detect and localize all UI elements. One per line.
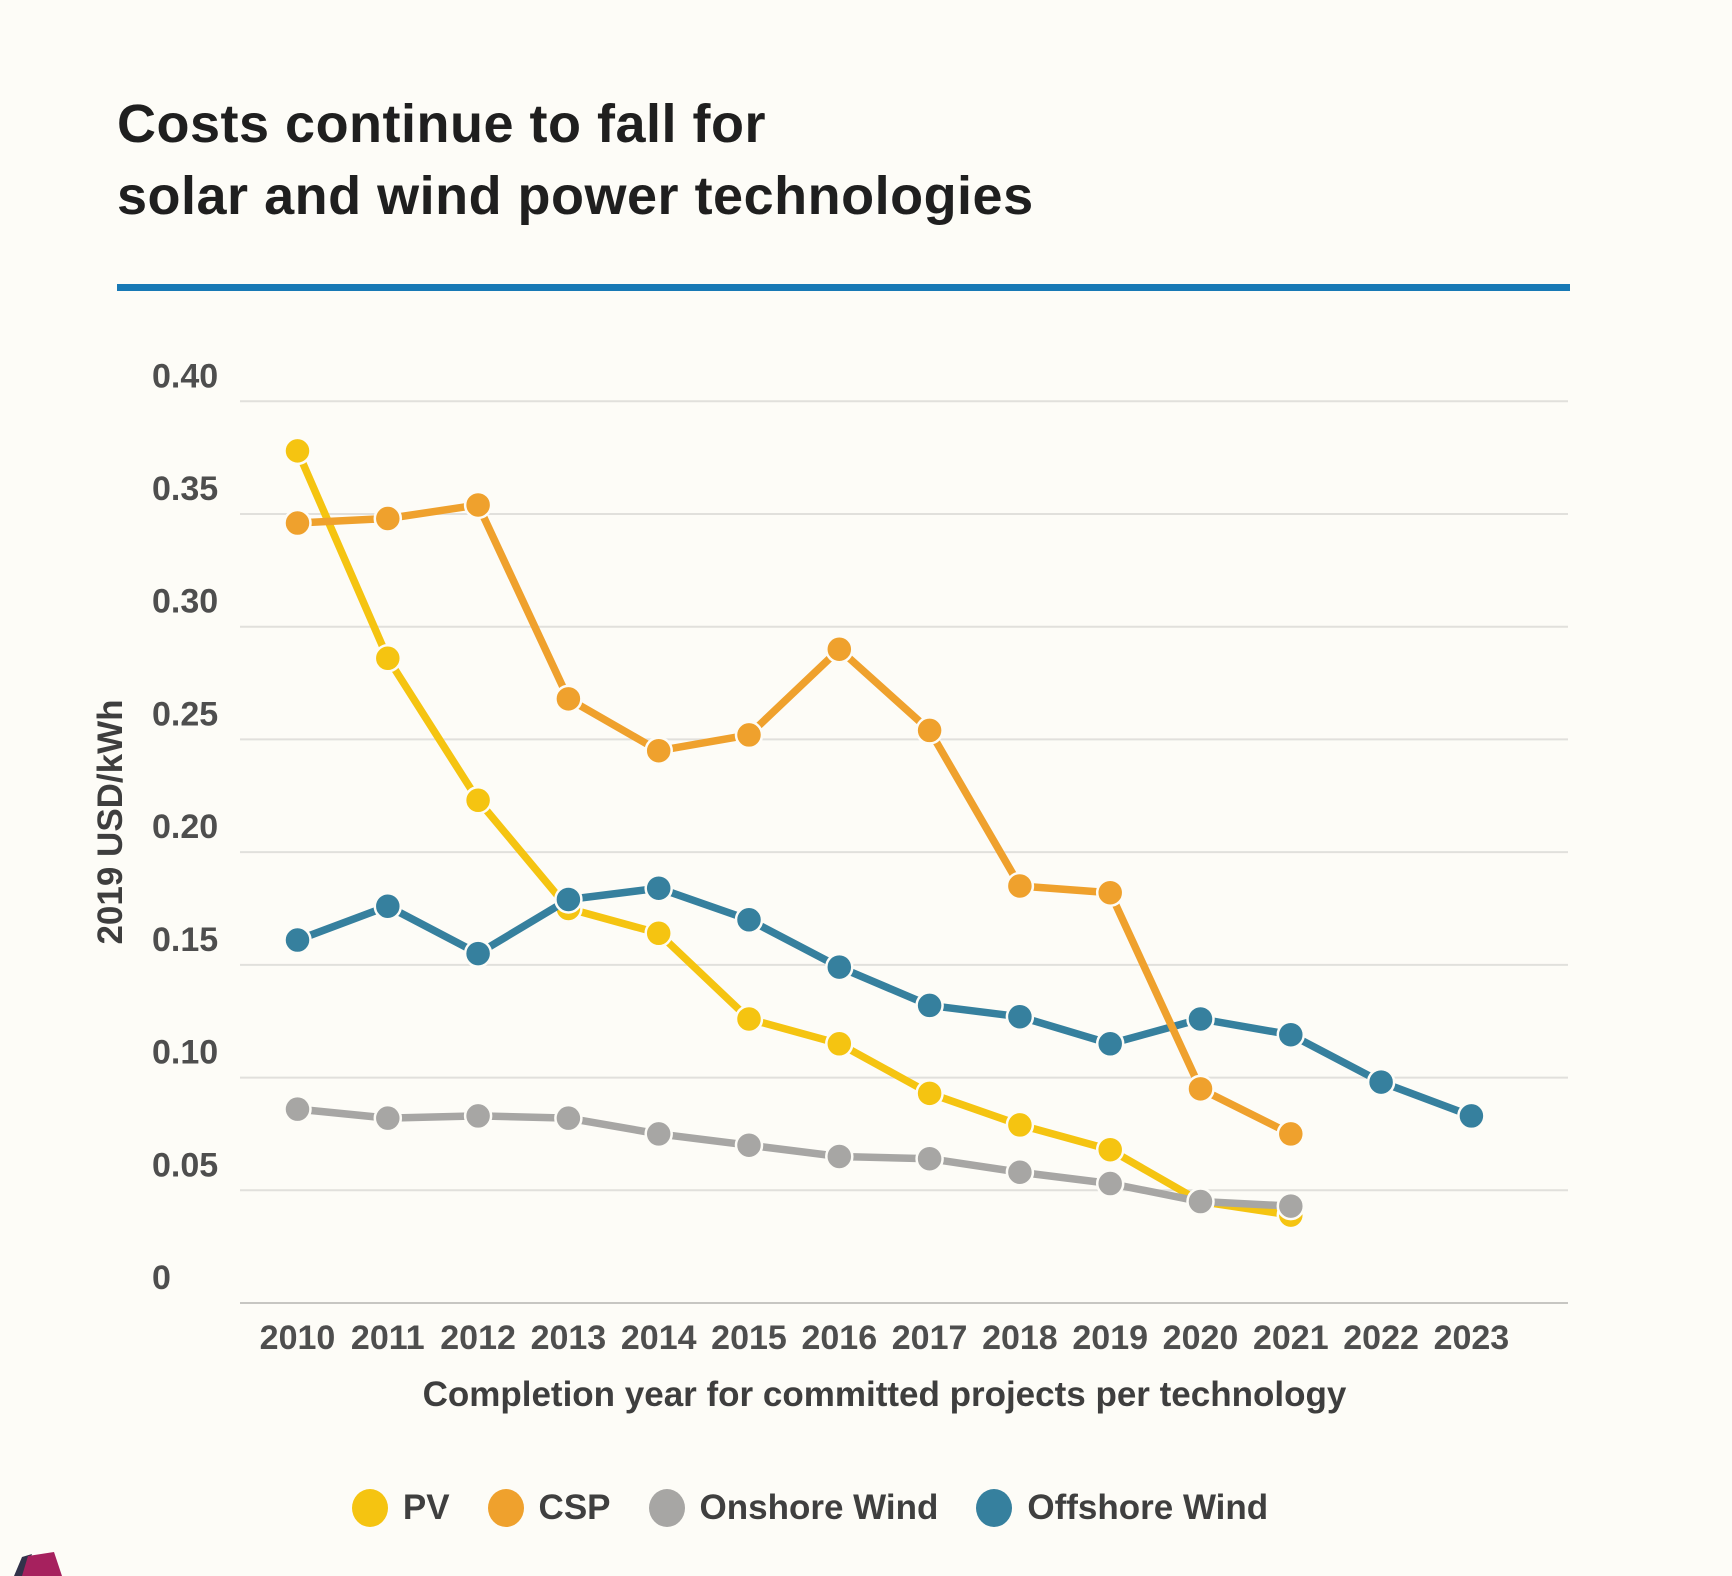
legend-item-csp: CSP [487,1488,611,1528]
data-point-offshore-wind [734,905,764,935]
data-point-pv [373,644,403,673]
data-point-offshore-wind [1095,1029,1125,1059]
data-point-onshore-wind [1276,1191,1306,1221]
legend-item-pv: PV [351,1488,450,1528]
chart-legend: PV CSP Onshore Wind Offshore Wind [0,1488,1620,1528]
page-title-line2: solar and wind power technologies [117,166,1034,226]
data-point-pv [1095,1135,1125,1164]
y-tick-label: 0.10 [152,1034,218,1072]
data-point-pv [915,1079,944,1108]
series-line-csp [293,501,1295,1138]
data-point-csp [463,490,493,520]
data-point-onshore-wind [1186,1187,1215,1216]
x-tick-label: 2015 [711,1319,787,1357]
data-point-onshore-wind [1005,1158,1035,1187]
data-point-csp [1276,1119,1306,1149]
data-point-pv [825,1029,854,1059]
data-point-offshore-wind [644,873,673,903]
y-tick-label: 0 [152,1259,171,1297]
legend-label-csp: CSP [538,1488,611,1527]
data-point-csp [373,504,403,533]
x-tick-label: 2010 [260,1319,336,1357]
x-axis-title: Completion year for committed projects p… [423,1375,1347,1414]
data-point-pv [463,786,493,815]
data-point-onshore-wind [1095,1169,1125,1198]
y-tick-label: 0.15 [152,921,218,959]
data-point-onshore-wind [825,1142,854,1171]
data-point-csp [734,720,764,750]
data-point-pv [734,1004,764,1034]
x-tick-label: 2016 [801,1319,877,1357]
data-point-csp [1186,1074,1215,1104]
series-line-offshore-wind [293,884,1476,1120]
y-tick-label: 0.40 [152,357,218,395]
x-tick-label: 2021 [1253,1319,1329,1357]
data-point-csp [1005,871,1035,901]
data-point-csp [644,736,673,765]
data-point-offshore-wind [1366,1067,1396,1097]
series-line-onshore-wind [293,1105,1295,1210]
page-title: Costs continue to fall for solar and win… [117,88,1417,232]
data-point-pv [644,919,673,948]
data-point-pv [283,436,312,466]
corner-logo-main-shape [22,1552,62,1576]
data-point-csp [554,684,583,714]
corner-logo [14,1552,62,1576]
data-point-offshore-wind [1276,1020,1306,1049]
data-point-offshore-wind [915,991,944,1020]
x-tick-label: 2012 [440,1319,516,1357]
legend-item-offshore-wind: Offshore Wind [976,1488,1268,1528]
x-tick-label: 2022 [1343,1319,1419,1357]
data-point-onshore-wind [463,1101,493,1131]
data-point-offshore-wind [825,952,854,982]
legend-item-onshore-wind: Onshore Wind [648,1488,939,1528]
data-point-offshore-wind [554,885,583,914]
data-point-onshore-wind [644,1119,673,1149]
legend-label-pv: PV [402,1488,450,1527]
page-title-line1: Costs continue to fall for [117,94,767,154]
data-point-onshore-wind [554,1103,583,1133]
y-tick-label: 0.05 [152,1146,218,1184]
y-axis-title: 2019 USD/kWh [91,699,130,944]
data-point-csp [825,635,854,664]
data-point-csp [915,716,944,745]
x-tick-label: 2017 [892,1319,968,1357]
title-underline [117,284,1570,291]
data-point-offshore-wind [1457,1101,1486,1131]
data-point-offshore-wind [463,939,493,968]
data-point-offshore-wind [1005,1002,1035,1031]
cost-line-chart: 0.40 0.35 0.30 0.25 0.20 0.15 0.10 0.05 0 2010 201… [91,357,1568,1414]
data-point-csp [1095,878,1125,907]
data-point-onshore-wind [915,1144,944,1173]
legend-label-offshore-wind: Offshore Wind [1027,1488,1269,1527]
x-tick-label: 2023 [1434,1319,1510,1357]
data-point-offshore-wind [283,925,312,955]
x-tick-label: 2011 [351,1319,425,1357]
x-tick-label: 2019 [1072,1319,1148,1357]
data-point-offshore-wind [1186,1004,1215,1034]
legend-dot-onshore-wind-icon [648,1489,685,1527]
data-point-onshore-wind [283,1094,312,1124]
y-tick-label: 0.20 [152,808,218,846]
x-tick-label: 2020 [1163,1319,1239,1357]
legend-dot-offshore-wind-icon [976,1489,1013,1527]
legend-dot-csp-icon [487,1489,524,1527]
legend-dot-pv-icon [351,1489,388,1527]
y-tick-label: 0.30 [152,583,218,621]
data-point-onshore-wind [373,1103,403,1133]
x-tick-label: 2014 [621,1319,697,1357]
data-point-pv [1005,1110,1035,1140]
y-tick-label: 0.35 [152,470,218,508]
series-line-pv [293,447,1295,1219]
data-point-offshore-wind [373,891,403,921]
data-point-onshore-wind [734,1130,764,1160]
data-point-csp [283,508,312,538]
x-tick-label: 2013 [531,1319,607,1357]
legend-label-onshore-wind: Onshore Wind [699,1488,939,1527]
x-tick-label: 2018 [982,1319,1058,1357]
y-tick-label: 0.25 [152,695,218,733]
